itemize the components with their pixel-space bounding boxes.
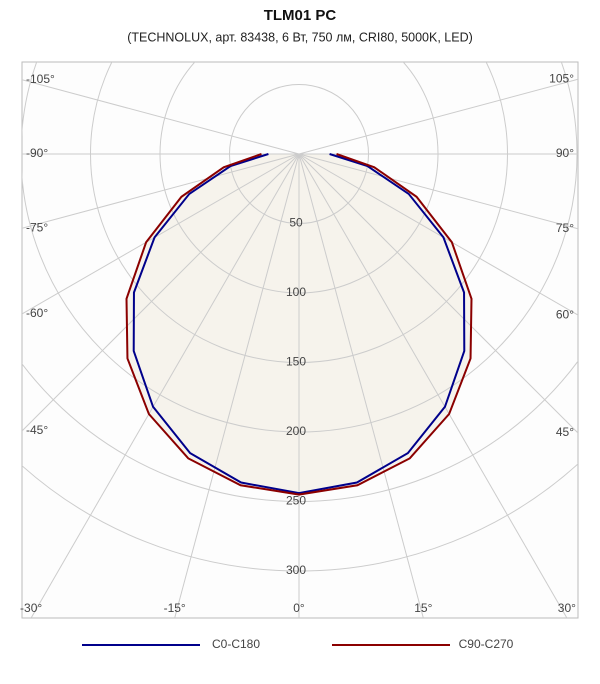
series-line bbox=[125, 153, 473, 496]
grid-spoke bbox=[298, 153, 568, 618]
labels: -105° -90° -75° -60° -45° -30° -15° 0° 15° 30° 45°… bbox=[20, 71, 576, 615]
legend-label: C90-C270 bbox=[459, 637, 514, 651]
grid-spoke bbox=[298, 153, 424, 618]
angle-tick-label: 105° bbox=[549, 71, 574, 85]
angle-tick-label: 0° bbox=[293, 601, 305, 615]
r-tick-label: 100 bbox=[286, 285, 306, 299]
r-tick-label: 200 bbox=[286, 424, 306, 438]
r-tick-label: 150 bbox=[286, 355, 306, 369]
r-tick-label: 50 bbox=[289, 216, 303, 230]
angle-tick-label: 15° bbox=[414, 601, 432, 615]
angle-tick-label: 60° bbox=[556, 307, 574, 321]
grid-spoke bbox=[22, 153, 300, 315]
r-tick-label: 300 bbox=[286, 563, 306, 577]
grid-spoke bbox=[22, 153, 300, 229]
angle-tick-label: -30° bbox=[20, 601, 42, 615]
grid-spoke bbox=[298, 153, 578, 434]
grid-spoke bbox=[174, 153, 300, 618]
angle-tick-label: -75° bbox=[26, 220, 48, 234]
angle-tick-label: 30° bbox=[558, 601, 576, 615]
legend-label: C0-C180 bbox=[212, 637, 260, 651]
plot bbox=[22, 62, 578, 618]
grid-spoke bbox=[22, 79, 300, 155]
grid-spoke bbox=[30, 153, 300, 618]
angle-tick-label: 45° bbox=[556, 425, 574, 439]
grid-spoke bbox=[298, 153, 578, 230]
chart-title: TLM01 PC bbox=[264, 7, 337, 24]
angle-tick-label: -90° bbox=[26, 146, 48, 160]
chart-subtitle: (TECHNOLUX, арт. 83438, 6 Вт, 750 лм, CR… bbox=[127, 30, 473, 44]
grid-spoke bbox=[298, 78, 578, 155]
grid-spoke bbox=[22, 153, 300, 432]
angle-tick-label: 90° bbox=[556, 146, 574, 160]
series-line bbox=[132, 153, 466, 495]
angle-tick-label: -105° bbox=[26, 72, 55, 86]
angle-tick-label: -45° bbox=[26, 423, 48, 437]
angle-tick-label: -15° bbox=[164, 601, 186, 615]
grid-spoke bbox=[298, 153, 578, 316]
angle-tick-label: -60° bbox=[26, 306, 48, 320]
angle-tick-label: 75° bbox=[556, 221, 574, 235]
r-tick-label: 250 bbox=[286, 494, 306, 508]
